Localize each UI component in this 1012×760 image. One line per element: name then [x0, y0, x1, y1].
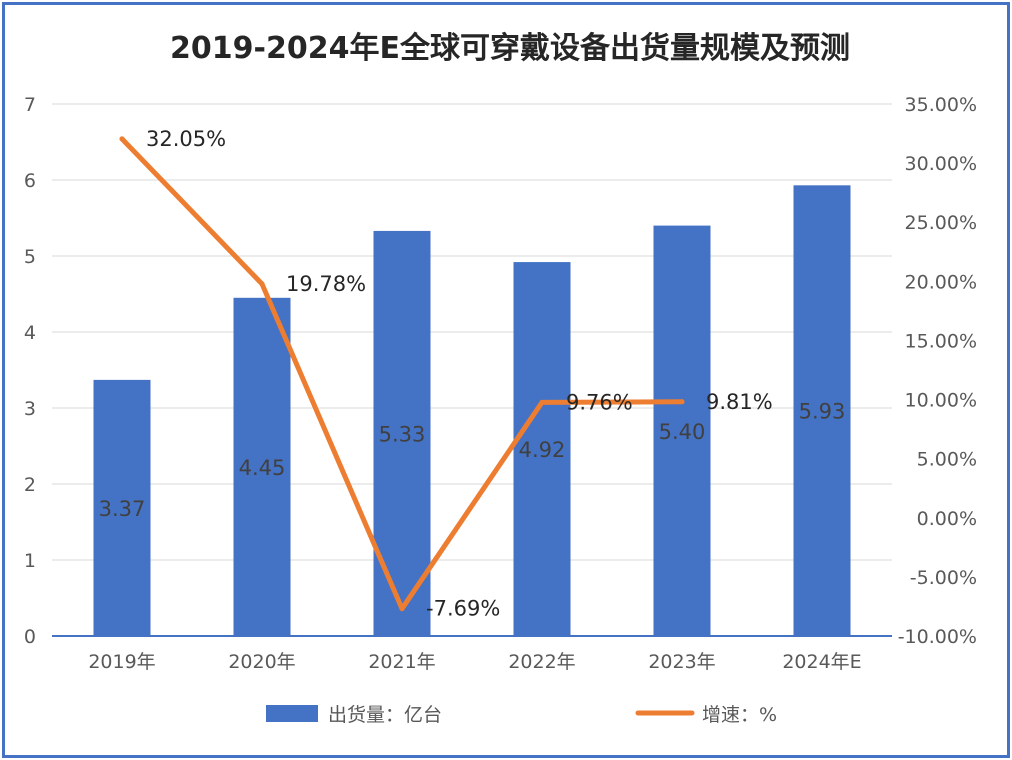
bar — [793, 185, 851, 636]
left-tick-label: 0 — [24, 626, 36, 648]
line-point — [399, 606, 405, 612]
left-tick-label: 6 — [24, 170, 36, 192]
x-tick-label: 2021年 — [368, 651, 435, 673]
bar-data-label: 5.33 — [379, 422, 426, 446]
bar — [513, 262, 571, 636]
x-axis: 2019年 2020年 2021年 2022年 2023年 2024年E — [88, 651, 861, 673]
right-tick-label: 5.00% — [917, 449, 977, 471]
right-tick-label: 25.00% — [905, 212, 977, 234]
gridlines — [52, 103, 892, 561]
bar-data-label: 5.93 — [799, 400, 846, 424]
bar-labels: 3.37 4.45 5.33 4.92 5.40 5.93 — [99, 400, 846, 521]
line-labels: 32.05% 19.78% -7.69% 9.76% 9.81% — [146, 127, 773, 621]
line-data-label: -7.69% — [426, 597, 500, 621]
line-point — [119, 136, 125, 142]
right-tick-label: 35.00% — [905, 94, 977, 116]
bar — [653, 225, 711, 636]
right-tick-label: 0.00% — [917, 508, 977, 530]
x-tick-label: 2022年 — [508, 651, 575, 673]
right-tick-label: 10.00% — [905, 390, 977, 412]
legend-bar-swatch — [266, 705, 318, 722]
x-tick-label: 2020年 — [228, 651, 295, 673]
line-data-label: 19.78% — [286, 272, 366, 296]
bar-data-label: 3.37 — [99, 497, 146, 521]
line-data-label: 9.81% — [706, 390, 773, 414]
x-tick-label: 2024年E — [782, 651, 861, 673]
left-tick-label: 7 — [24, 94, 36, 116]
right-tick-label: 30.00% — [905, 153, 977, 175]
right-axis: -10.00% -5.00% 0.00% 5.00% 10.00% 15.00% 20.00… — [898, 94, 977, 648]
left-axis: 0 1 2 3 4 5 6 7 — [24, 94, 36, 648]
x-tick-label: 2023年 — [648, 651, 715, 673]
line-data-label: 32.05% — [146, 127, 226, 151]
right-tick-label: 15.00% — [905, 330, 977, 352]
bar-data-label: 4.45 — [239, 456, 286, 480]
legend-line-label: 增速：% — [702, 704, 777, 726]
right-tick-label: -5.00% — [910, 567, 977, 589]
x-tick-label: 2019年 — [88, 651, 155, 673]
left-tick-label: 5 — [24, 246, 36, 268]
line-point — [259, 281, 265, 287]
left-tick-label: 4 — [24, 322, 36, 344]
bar — [93, 379, 151, 636]
chart-title: 2019-2024年E全球可穿戴设备出货量规模及预测 — [170, 31, 850, 66]
right-tick-label: 20.00% — [905, 271, 977, 293]
right-tick-label: -10.00% — [898, 626, 977, 648]
bar — [233, 297, 291, 636]
bar-data-label: 4.92 — [519, 438, 566, 462]
left-tick-label: 1 — [24, 550, 36, 572]
legend: 出货量：亿台 增速：% — [266, 704, 777, 726]
legend-bar-label: 出货量：亿台 — [328, 704, 442, 726]
bar-data-label: 5.40 — [659, 420, 706, 444]
bar-series — [93, 185, 851, 637]
line-point — [539, 399, 545, 405]
line-series — [119, 136, 685, 612]
left-tick-label: 2 — [24, 474, 36, 496]
left-tick-label: 3 — [24, 398, 36, 420]
line-point — [679, 399, 685, 405]
line-data-label: 9.76% — [566, 390, 633, 414]
